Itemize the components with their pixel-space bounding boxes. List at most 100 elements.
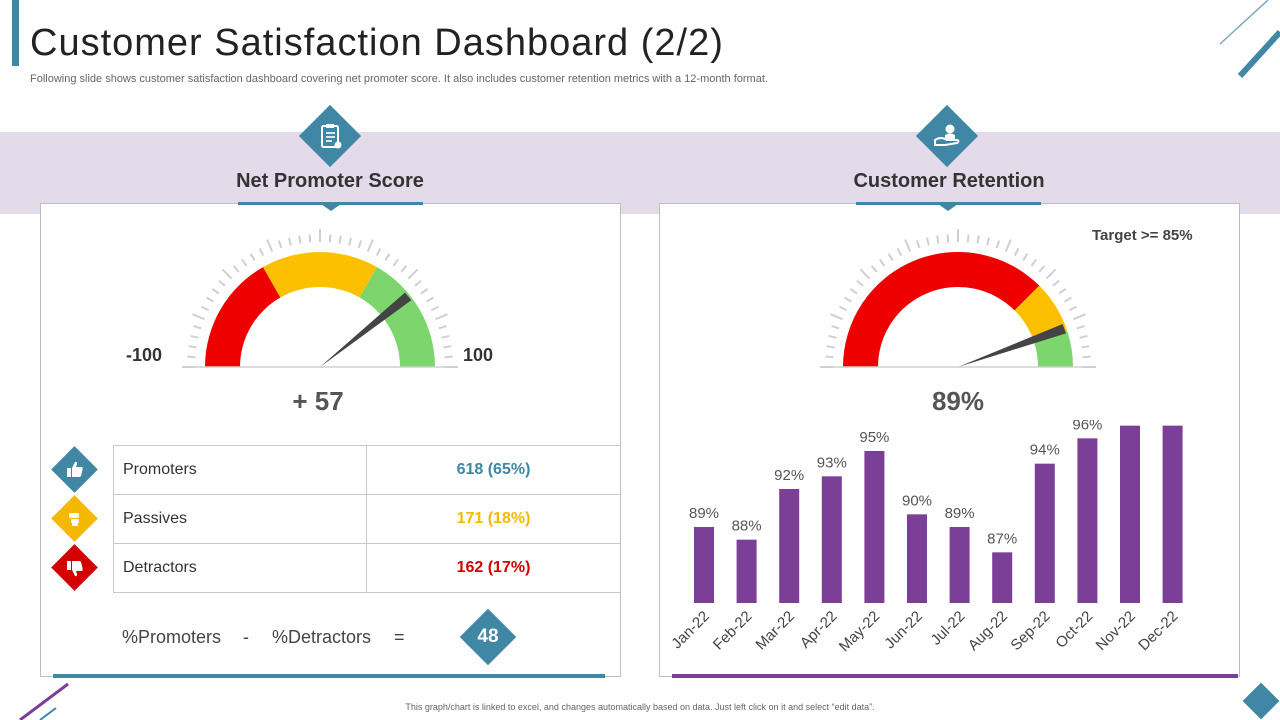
retention-gauge-tick <box>859 268 871 280</box>
nps-gauge-tick <box>441 334 450 339</box>
retention-gauge-tick <box>995 240 1001 249</box>
nps-section-title: Net Promoter Score <box>236 170 424 192</box>
retention-gauge-tick <box>1030 258 1037 267</box>
nps-gauge-tick <box>221 268 233 280</box>
retention-bar-label: 97% <box>1115 420 1145 421</box>
retention-gauge-tick <box>831 324 840 330</box>
retention-month-label: Aug-22 <box>965 608 1011 654</box>
retention-month-label: Jun-22 <box>881 608 925 652</box>
nps-gauge-min-label: -100 <box>126 345 163 365</box>
retention-gauge-tick <box>1079 334 1088 339</box>
retention-gauge-tick <box>826 345 835 349</box>
retention-month-label: Sep-22 <box>1007 608 1053 654</box>
nps-gauge-band-0 <box>205 267 281 367</box>
retention-section-title: Customer Retention <box>853 170 1045 192</box>
clipboard-icon <box>321 124 342 149</box>
nps-gauge-tick <box>258 248 265 257</box>
retention-gauge-tick <box>1004 239 1012 252</box>
retention-target-label: Target >= 85% <box>1092 227 1193 244</box>
retention-gauge-tick <box>1052 279 1060 287</box>
nps-gauge-tick <box>384 253 391 261</box>
page-title: Customer Satisfaction Dashboard (2/2) <box>30 22 724 64</box>
nps-gauge-tick <box>190 334 199 339</box>
promoters-label: Promoters <box>123 461 197 478</box>
footer-note: This graph/chart is linked to excel, and… <box>405 702 875 712</box>
nps-gauge-tick <box>357 240 363 249</box>
retention-bar <box>1077 438 1098 603</box>
retention-gauge-tick <box>1058 288 1067 295</box>
nps-gauge-tick <box>338 235 342 244</box>
nps-gauge-tick <box>193 324 202 330</box>
retention-gauge-tick <box>986 237 991 246</box>
retention-title-pointer <box>938 204 958 211</box>
nps-gauge-tick <box>400 265 408 273</box>
retention-title-underline <box>856 202 1041 205</box>
nps-gauge-tick <box>426 296 434 303</box>
retention-gauge-tick <box>849 288 858 295</box>
bottom-left-decoration <box>19 682 69 720</box>
retention-bar-label: 93% <box>817 454 847 471</box>
nps-gauge-tick <box>308 234 312 243</box>
detractors-label: Detractors <box>123 559 197 576</box>
retention-bar-label: 89% <box>689 505 719 522</box>
retention-gauge-tick <box>946 234 950 243</box>
retention-month-label: Feb-22 <box>710 608 756 654</box>
page-subtitle: Following slide shows customer satisfact… <box>30 73 768 85</box>
retention-gauge-tick <box>887 253 894 261</box>
formula-detractors: %Detractors <box>272 627 372 647</box>
retention-month-label: Mar-22 <box>752 608 798 654</box>
nps-gauge-tick <box>218 279 226 287</box>
retention-gauge-tick <box>1013 248 1020 257</box>
retention-gauge-tick <box>896 248 903 257</box>
formula-equals: = <box>394 627 405 647</box>
retention-gauge-tick <box>856 279 864 287</box>
retention-bar <box>779 489 800 603</box>
nps-gauge-tick <box>266 239 274 252</box>
retention-gauge-tick <box>828 334 837 339</box>
retention-bar-chart: 89% Jan-22 88% Feb-22 92% Mar-22 93% Apr-22 95% M… <box>670 420 1188 655</box>
retention-bar <box>907 514 927 603</box>
retention-bar <box>992 552 1013 603</box>
nps-gauge-max-label: 100 <box>463 345 494 365</box>
thumbs-down-icon <box>67 561 83 577</box>
nps-gauge-tick <box>407 268 419 280</box>
nps-title-pointer <box>321 204 341 211</box>
nps-gauge-tick <box>328 234 332 243</box>
retention-bar <box>1120 425 1140 603</box>
detractors-value: 162 (17%) <box>456 559 531 576</box>
retention-gauge-tick <box>925 237 930 246</box>
retention-bar-label: 88% <box>732 518 762 535</box>
formula-promoters: %Promoters <box>122 627 222 647</box>
formula-result: 48 <box>477 626 499 647</box>
nps-gauge-tick <box>201 305 210 312</box>
retention-gauge-tick <box>825 355 834 359</box>
top-left-accent-bar <box>12 0 19 66</box>
retention-month-label: Jul-22 <box>928 608 969 649</box>
nps-gauge-tick <box>206 296 214 303</box>
nps-gauge-tick <box>443 345 452 349</box>
retention-month-label: Dec-22 <box>1135 608 1181 654</box>
nps-gauge-tick <box>420 288 429 295</box>
retention-panel-bottom-bar <box>672 674 1238 678</box>
nps-gauge-tick <box>188 345 197 349</box>
retention-gauge-tick <box>1064 296 1072 303</box>
retention-gauge-tick <box>915 240 921 249</box>
thumbs-up-icon <box>67 461 83 477</box>
retention-gauge-band-0 <box>843 251 1040 367</box>
bottom-right-diamond <box>1242 682 1280 720</box>
retention-bar-label: 87% <box>987 530 1017 547</box>
nps-breakdown-table: Promoters 618 (65%) Passives 171 (18%) D… <box>113 445 620 593</box>
neutral-hand-icon <box>69 513 79 526</box>
passives-value: 171 (18%) <box>456 510 531 527</box>
retention-gauge-tick <box>1068 305 1077 312</box>
nps-gauge-band-2 <box>359 267 435 367</box>
formula-minus: - <box>243 627 249 647</box>
nps-gauge-tick <box>438 324 447 330</box>
nps-score-value: + 57 <box>292 386 344 416</box>
retention-month-label: Apr-22 <box>797 608 841 652</box>
nps-gauge-tick <box>392 258 399 267</box>
nps-gauge-tick <box>366 239 374 252</box>
retention-gauge-tick <box>1082 355 1091 359</box>
nps-gauge-tick <box>192 313 205 321</box>
retention-gauge-needle <box>958 324 1067 367</box>
